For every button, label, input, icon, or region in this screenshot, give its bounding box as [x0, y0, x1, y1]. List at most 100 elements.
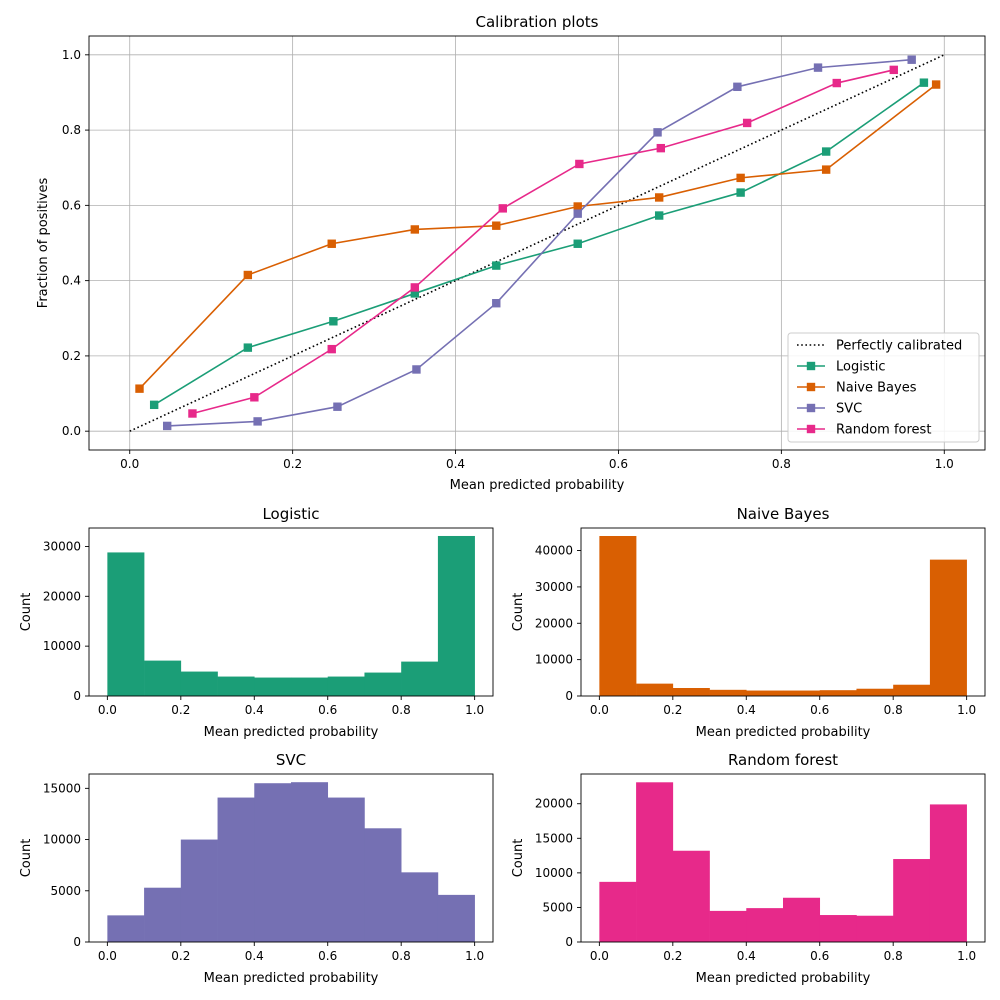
y-tick-label: 5000 [542, 900, 573, 914]
legend-label: Random forest [836, 423, 931, 438]
plot-frame [580, 527, 986, 697]
x-tick-label: 0.8 [392, 949, 411, 963]
y-tick-label: 0 [73, 689, 81, 703]
series-line-naive-bayes [138, 83, 937, 390]
data-point [931, 80, 941, 89]
y-tick-label: 5000 [50, 884, 81, 898]
calibration-plot [85, 35, 986, 454]
histogram-bar [929, 804, 967, 942]
data-point [188, 409, 197, 418]
histogram-bar [599, 881, 637, 942]
y-tick-label: 20000 [535, 797, 573, 811]
data-point [889, 65, 898, 75]
x-tick-label: 0.6 [318, 949, 337, 963]
x-axis-label: Mean predicted probability [204, 725, 379, 740]
histogram-bar [217, 676, 255, 696]
histogram-bar [893, 684, 931, 696]
x-tick-label: 0.6 [810, 703, 829, 717]
data-point [149, 400, 159, 410]
data-point [907, 55, 916, 64]
plot-frame [88, 35, 986, 451]
series-line-svc [167, 58, 912, 427]
data-point [410, 225, 420, 234]
data-point [492, 221, 501, 230]
y-tick-label: 0.4 [62, 274, 81, 288]
x-tick-label: 0.8 [392, 703, 411, 717]
y-tick-label: 15000 [43, 781, 81, 795]
legend-marker [806, 424, 816, 434]
x-tick-label: 1.0 [957, 949, 976, 963]
data-point [412, 365, 421, 374]
x-axis-label: Mean predicted probability [696, 971, 871, 986]
histogram-bar [291, 677, 329, 696]
y-tick-label: 0.6 [62, 198, 81, 212]
x-tick-label: 0.2 [663, 703, 682, 717]
histogram-bar [180, 839, 218, 942]
x-tick-label: 0.0 [590, 703, 609, 717]
chart-title: Calibration plots [476, 13, 599, 31]
chart-title: Random forest [728, 751, 838, 769]
x-tick-label: 0.4 [446, 457, 465, 471]
legend-marker [806, 361, 816, 371]
y-tick-label: 30000 [43, 539, 81, 553]
histogram-bar [401, 661, 439, 696]
histogram-bar [746, 690, 784, 696]
data-point [410, 283, 420, 292]
x-tick-label: 1.0 [935, 457, 954, 471]
data-point [243, 343, 253, 352]
histogram-bar [364, 672, 402, 696]
histogram-bar [856, 688, 894, 696]
histogram-svc [85, 773, 494, 946]
data-point [821, 165, 831, 174]
data-point [135, 384, 144, 393]
x-tick-label: 0.0 [98, 703, 117, 717]
y-tick-label: 15000 [535, 831, 573, 845]
series-line-logistic [153, 82, 925, 406]
histogram-bar [144, 660, 182, 696]
y-axis-label: Count [511, 839, 526, 878]
data-point [653, 128, 662, 137]
legend-box [787, 332, 980, 443]
x-tick-label: 0.0 [120, 457, 139, 471]
data-point [243, 270, 253, 280]
data-point [821, 147, 831, 156]
x-tick-label: 0.6 [318, 703, 337, 717]
x-tick-label: 0.8 [884, 703, 903, 717]
chart-title: Naive Bayes [737, 505, 830, 523]
data-point [573, 239, 582, 248]
histogram-bar [893, 859, 931, 942]
x-tick-label: 0.0 [590, 949, 609, 963]
y-axis-label: Count [511, 593, 526, 632]
x-tick-label: 0.6 [609, 457, 628, 471]
data-point [832, 78, 841, 88]
legend-marker [806, 382, 816, 392]
histogram-bar [327, 797, 365, 942]
data-point [575, 159, 584, 169]
histogram-naive-bayes [577, 527, 986, 700]
histogram-bar [254, 677, 292, 696]
data-point [498, 204, 507, 213]
x-tick-label: 0.4 [737, 949, 756, 963]
legend-label: Perfectly calibrated [836, 339, 962, 354]
data-point [327, 239, 336, 248]
histogram-bar [437, 535, 475, 696]
legend-marker [806, 403, 816, 413]
y-tick-label: 40000 [535, 544, 573, 558]
data-point [736, 173, 745, 183]
x-tick-label: 0.6 [810, 949, 829, 963]
x-tick-label: 0.4 [737, 703, 756, 717]
data-point [492, 299, 501, 308]
y-tick-label: 10000 [535, 653, 573, 667]
data-point [733, 82, 742, 92]
histogram-bar [783, 897, 821, 942]
histogram-bar [819, 915, 857, 942]
x-tick-label: 0.2 [663, 949, 682, 963]
y-tick-label: 1.0 [62, 48, 81, 62]
histogram-bar [672, 850, 710, 942]
histogram-bar [783, 690, 821, 696]
histogram-bar [709, 689, 747, 696]
y-tick-label: 0.8 [62, 123, 81, 137]
x-tick-label: 1.0 [957, 703, 976, 717]
data-point [656, 143, 666, 153]
histogram-bar [709, 910, 747, 942]
